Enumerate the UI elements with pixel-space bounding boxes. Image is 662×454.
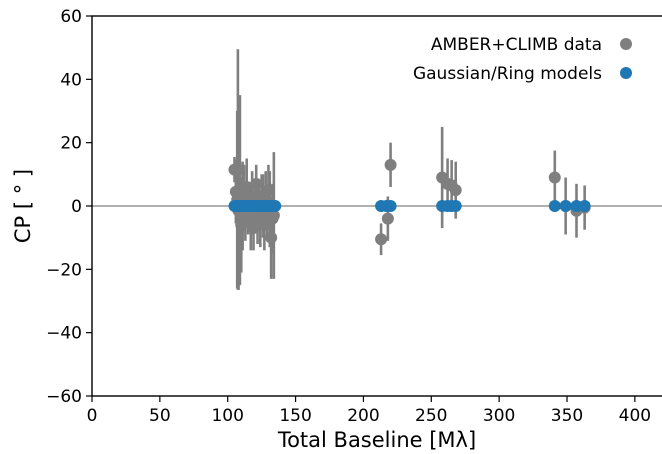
y-tick-label: 0: [71, 197, 82, 217]
y-tick-label: −20: [46, 260, 82, 280]
data-point: [381, 212, 394, 225]
legend-marker: [620, 67, 632, 79]
data-point: [247, 222, 260, 235]
model-point: [548, 200, 561, 212]
y-tick-label: 60: [60, 7, 82, 27]
data-point: [267, 209, 280, 222]
model-point: [449, 200, 462, 212]
legend-label: AMBER+CLIMB data: [431, 35, 602, 55]
legend-marker: [620, 38, 632, 50]
x-tick-label: 400: [619, 406, 651, 426]
data-point: [449, 184, 462, 197]
data-point: [258, 219, 271, 231]
x-tick-label: 0: [87, 406, 98, 426]
data-point: [240, 181, 253, 193]
error-bars: [233, 49, 586, 290]
data-point: [231, 163, 244, 176]
data-point: [262, 184, 275, 197]
y-tick-label: −40: [46, 324, 82, 344]
x-tick-label: 250: [415, 406, 447, 426]
legend: AMBER+CLIMB data Gaussian/Ring models: [413, 35, 632, 84]
y-axis-label: CP [ ° ]: [11, 169, 35, 243]
y-tick-label: 20: [60, 134, 82, 154]
data-points: [228, 158, 591, 246]
x-axis-label: Total Baseline [Mλ]: [277, 428, 476, 452]
legend-label: Gaussian/Ring models: [413, 64, 602, 84]
model-point: [559, 200, 572, 212]
data-point: [384, 158, 397, 171]
model-point: [578, 200, 591, 212]
axis-ticks: 0 50 100 150 200 250 300 350 400 −60 −40 −20 0 20 40 60: [46, 7, 651, 426]
data-point: [375, 233, 388, 246]
x-tick-label: 350: [551, 406, 583, 426]
data-point: [548, 171, 561, 184]
x-tick-label: 300: [483, 406, 515, 426]
x-tick-label: 150: [279, 406, 311, 426]
x-tick-label: 200: [347, 406, 379, 426]
model-point: [269, 200, 282, 212]
data-point: [235, 219, 248, 231]
y-tick-label: 40: [60, 70, 82, 90]
y-tick-label: −60: [46, 387, 82, 407]
x-tick-label: 100: [211, 406, 243, 426]
model-point: [384, 200, 397, 212]
data-point: [250, 177, 263, 190]
x-tick-label: 50: [149, 406, 171, 426]
data-point: [265, 231, 278, 244]
